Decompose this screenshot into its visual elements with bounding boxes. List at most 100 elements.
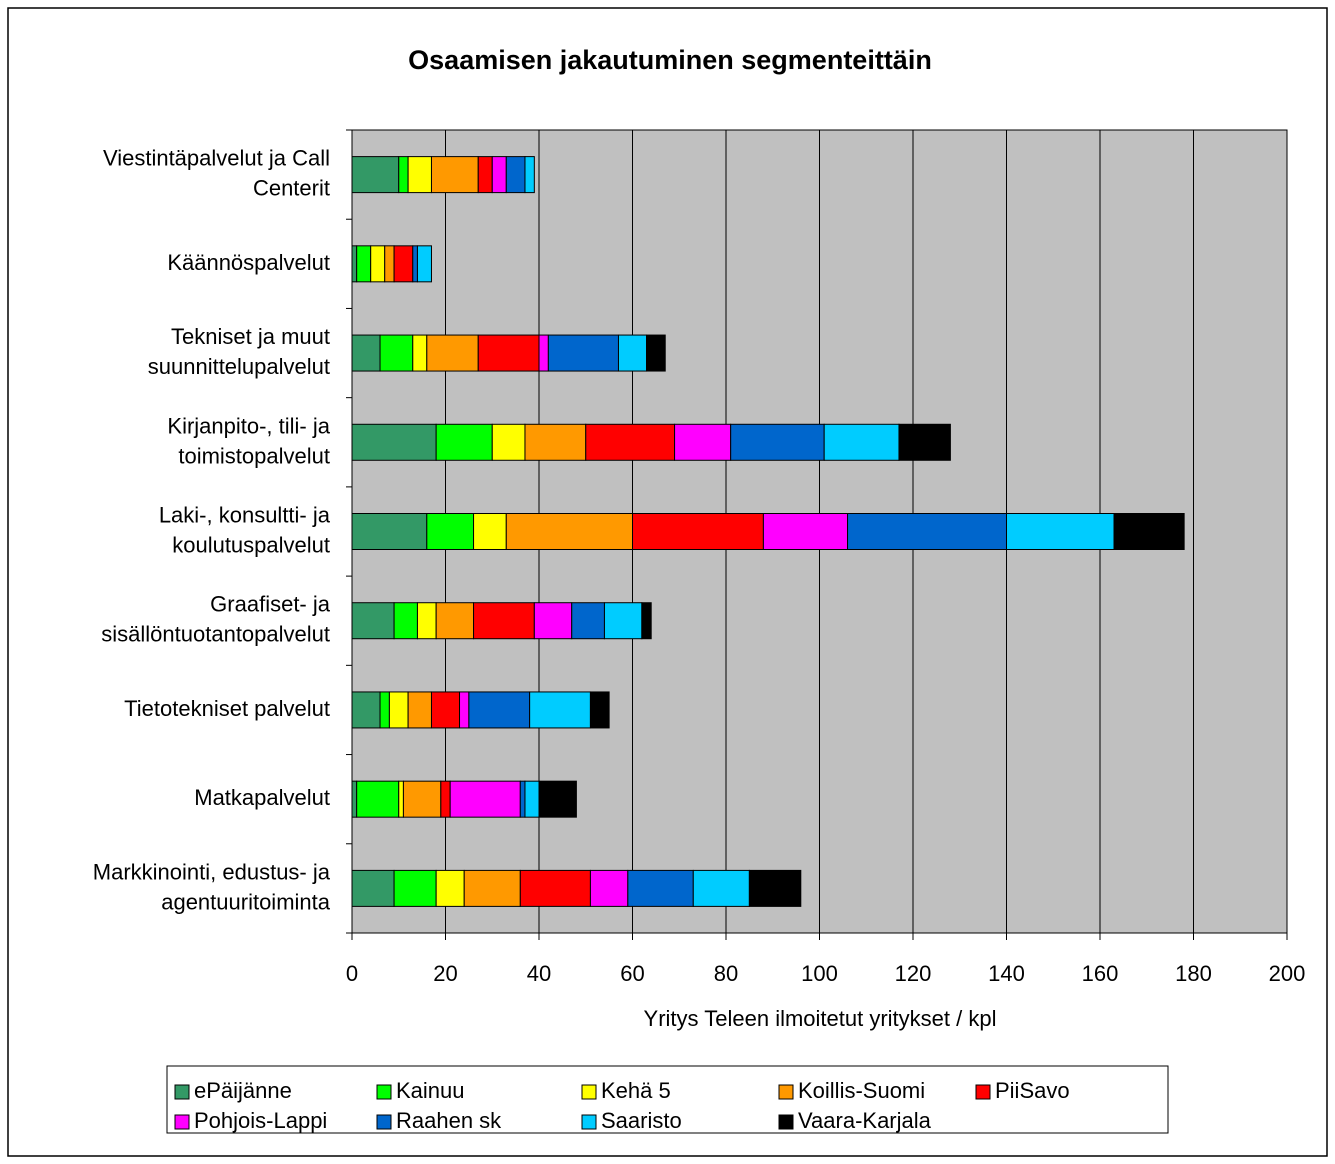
legend-marker [778,1114,794,1130]
bar-segment [416,602,437,640]
bar-segment [847,513,1007,550]
legend-marker [376,1084,392,1100]
bar-segment [351,245,358,283]
bar-segment [351,334,381,372]
bar-segment [505,156,526,194]
bar-segment [589,869,629,907]
bar-segment [547,334,619,372]
legend-marker [778,1084,794,1100]
bar-segment [477,156,493,194]
bar-segment [468,691,531,729]
y-tick-label-line: Kirjanpito-, tili- ja [167,413,330,438]
legend-label: Vaara-Karjala [798,1108,932,1133]
x-tick-label: 140 [988,961,1025,986]
y-tick-label-line: Graafiset- ja [210,592,331,617]
bar-segment [384,245,395,283]
y-tick-label-line: agentuuritoiminta [161,889,331,914]
bar-segment [351,869,395,907]
x-tick-label: 160 [1082,961,1119,986]
y-tick-label-line: suunnittelupalvelut [148,354,330,379]
x-tick-label: 40 [527,961,551,986]
bar-segment [379,334,414,372]
bar-segment [356,245,372,283]
bar-segment [351,602,395,640]
x-tick-label: 100 [801,961,838,986]
y-tick-label-line: Käännöspalvelut [167,250,330,275]
bar-segment [473,513,507,550]
y-tick-label: Viestintäpalvelut ja Call Centerit [103,145,330,200]
y-tick-label-line: sisällöntuotantopalvelut [101,622,330,647]
x-tick-label: 180 [1175,961,1212,986]
bar-segment [571,602,605,640]
bar-segment [370,245,386,283]
bar-segment [538,780,577,818]
bar-segment [632,513,764,550]
bar-segment [730,423,825,461]
bar-segment [351,156,400,194]
bar-segment [538,334,549,372]
bar-segment [463,869,521,907]
bar-segment [603,602,643,640]
bar-segment [898,423,951,461]
bar-segment [477,334,540,372]
bar-segment [351,513,428,550]
x-tick-label: 60 [620,961,644,986]
bar-segment [449,780,521,818]
bar-segment [524,780,540,818]
legend-marker [581,1084,597,1100]
x-tick-label: 80 [714,961,738,986]
bar-segment [491,156,507,194]
bar-segment [435,602,475,640]
bar-segment [627,869,694,907]
bar-segment [459,691,470,729]
bar-segment [440,780,451,818]
x-tick-label: 20 [433,961,457,986]
legend-label: Kainuu [396,1078,465,1103]
chart-title: Osaamisen jakautuminen segmenteittäin [408,45,932,75]
legend-box [166,1065,1169,1134]
y-tick-label-line: Centerit [253,175,330,200]
y-tick-label-line: Markkinointi, edustus- ja [93,859,331,884]
y-tick-label-line: Viestintäpalvelut ja Call [103,145,330,170]
y-tick-label: Markkinointi, edustus- ja agentuuritoimin… [93,859,331,914]
legend-label: Saaristo [601,1108,682,1133]
bar-segment [617,334,648,372]
bar-segment [398,156,409,194]
legend-marker [376,1114,392,1130]
legend-label: Kehä 5 [601,1078,671,1103]
bar-segment [1113,513,1185,550]
bar-segment [762,513,849,550]
y-tick-label: Tekniset ja muut suunnittelupalvelut [148,324,330,379]
y-tick-label: Graafiset- ja sisällöntuotantopalvelut [101,592,330,647]
y-tick-label-line: koulutuspalvelut [172,532,330,557]
bar-segment [388,691,409,729]
legend-label: ePäijänne [194,1078,292,1103]
bar-segment [519,780,526,818]
bar-segment [585,423,676,461]
bar-segment [748,869,802,907]
x-tick-label: 200 [1269,961,1306,986]
bar-segment [351,691,381,729]
y-tick-label: Matkapalvelut [194,785,330,810]
y-tick-label: Tietotekniset palvelut [124,696,330,721]
legend-label: PiiSavo [995,1078,1070,1103]
legend-label: Pohjois-Lappi [194,1108,327,1133]
bar-segment [1006,513,1115,550]
bar-segment [491,423,526,461]
y-tick-label: Kirjanpito-, tili- ja toimistopalvelut [167,413,330,468]
y-tick-label-line: Matkapalvelut [194,785,330,810]
bar-segment [692,869,750,907]
bar-segment [529,691,591,729]
bar-segment [674,423,732,461]
bar-segment [412,334,428,372]
bar-segment [435,869,465,907]
bar-segment [641,602,652,640]
legend-marker [975,1084,991,1100]
bar-segment [393,869,437,907]
x-tick-label: 120 [895,961,932,986]
y-tick-label-line: Laki-, konsultti- ja [159,502,331,527]
bar-segment [393,245,414,283]
bar-segment [430,156,479,194]
y-tick-label-line: toimistopalvelut [178,443,330,468]
